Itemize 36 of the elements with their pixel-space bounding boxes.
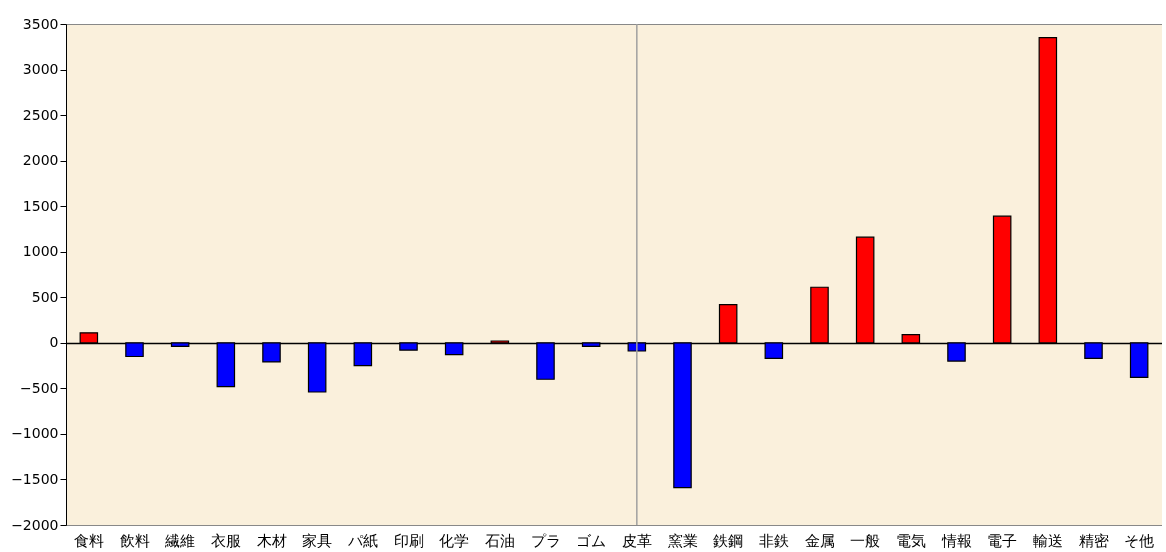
y-tick-label: 0 — [49, 334, 59, 351]
x-tick-label: 非鉄 — [758, 531, 789, 550]
x-tick-label: パ紙 — [346, 531, 378, 550]
x-tick-label: 一般 — [850, 531, 881, 550]
x-tick-label: 鉄鋼 — [713, 531, 744, 550]
x-tick-label: 輸送 — [1032, 531, 1063, 550]
x-tick-label: 化学 — [439, 531, 470, 550]
x-tick-label: 石油 — [484, 531, 515, 550]
y-tick-label: −2000 — [11, 516, 59, 533]
y-tick-label: −1500 — [11, 470, 59, 487]
x-tick-label: 窯業 — [667, 531, 698, 550]
x-tick-label: ゴム — [576, 531, 607, 550]
x-tick-label: 電子 — [987, 531, 1018, 550]
y-tick-label: 500 — [31, 288, 59, 305]
x-tick-label: 電気 — [895, 531, 926, 550]
y-tick-label: 1500 — [22, 197, 59, 214]
y-tick-label: 2500 — [22, 106, 59, 123]
x-tick-label: 食料 — [73, 531, 104, 550]
x-tick-label: 木材 — [256, 531, 287, 550]
y-tick-label: 2000 — [22, 152, 59, 169]
x-tick-label: 繊維 — [164, 531, 196, 550]
x-tick-label: 金属 — [804, 531, 835, 550]
x-tick-label: 家具 — [302, 531, 333, 550]
x-tick-label: 衣服 — [210, 531, 241, 550]
x-tick-label: 精密 — [1078, 531, 1109, 550]
y-tick-label: 3500 — [22, 15, 59, 32]
y-tick-label: 3000 — [22, 61, 59, 78]
x-tick-label: そ他 — [1124, 531, 1155, 550]
x-tick-label: 印刷 — [393, 531, 424, 550]
x-tick-label: 情報 — [940, 531, 972, 550]
x-tick-label: 皮革 — [621, 531, 652, 550]
y-tick-label: −500 — [20, 379, 59, 396]
x-tick-label: プラ — [530, 531, 561, 550]
y-tick-label: −1000 — [11, 425, 59, 442]
y-tick-label: 1000 — [22, 243, 59, 260]
x-tick-label: 飲料 — [119, 531, 150, 550]
